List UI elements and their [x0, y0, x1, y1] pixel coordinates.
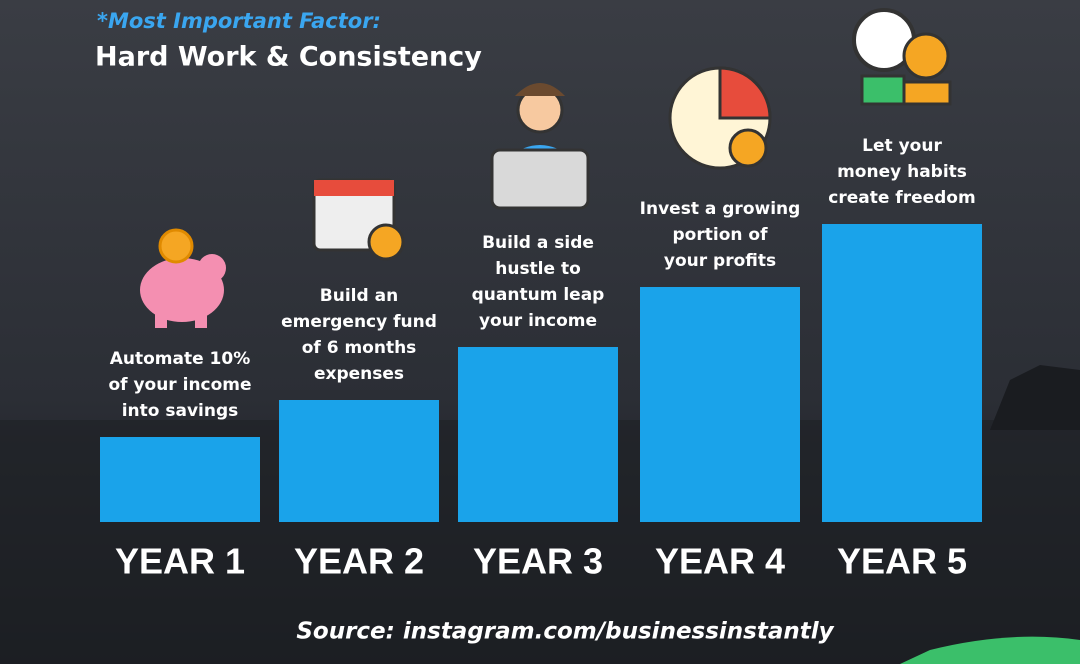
title: Hard Work & Consistency [95, 42, 482, 73]
calendar-icon [312, 178, 405, 261]
step-text: hustle to [495, 259, 581, 279]
step-text: your income [479, 311, 597, 331]
step-label: YEAR 4 [655, 541, 785, 582]
step-label: YEAR 5 [837, 541, 967, 582]
step-text: Let your [862, 136, 942, 156]
step-text: into savings [122, 401, 239, 421]
step-text: of 6 months [302, 338, 417, 358]
kicker: *Most Important Factor: [97, 9, 381, 33]
step-bar [100, 437, 260, 522]
step-text: expenses [314, 364, 404, 384]
step-bar [458, 347, 618, 522]
step-text: Build an [320, 286, 398, 306]
step-text: your profits [664, 251, 776, 271]
step-text: quantum leap [472, 285, 605, 305]
step-text: money habits [837, 162, 967, 182]
clock-coins-icon [852, 8, 952, 106]
pie-icon [668, 66, 772, 170]
corner-accent [900, 636, 1080, 664]
step-bar [822, 224, 982, 522]
step-text: of your income [108, 375, 251, 395]
step-text: emergency fund [281, 312, 437, 332]
step-label: YEAR 1 [115, 541, 245, 582]
step-text: portion of [673, 225, 769, 245]
source: Source: instagram.com/businessinstantly [296, 619, 834, 645]
step-text: Automate 10% [110, 349, 251, 369]
piggy-icon [140, 228, 226, 328]
step-text: Build a side [482, 233, 594, 253]
rocks [990, 365, 1080, 430]
step-label: YEAR 2 [294, 541, 424, 582]
laptop-icon [490, 83, 590, 210]
step-text: Invest a growing [640, 199, 801, 219]
step-label: YEAR 3 [473, 541, 603, 582]
step-bar [279, 400, 439, 522]
step-text: create freedom [828, 188, 975, 208]
step-bar [640, 287, 800, 522]
